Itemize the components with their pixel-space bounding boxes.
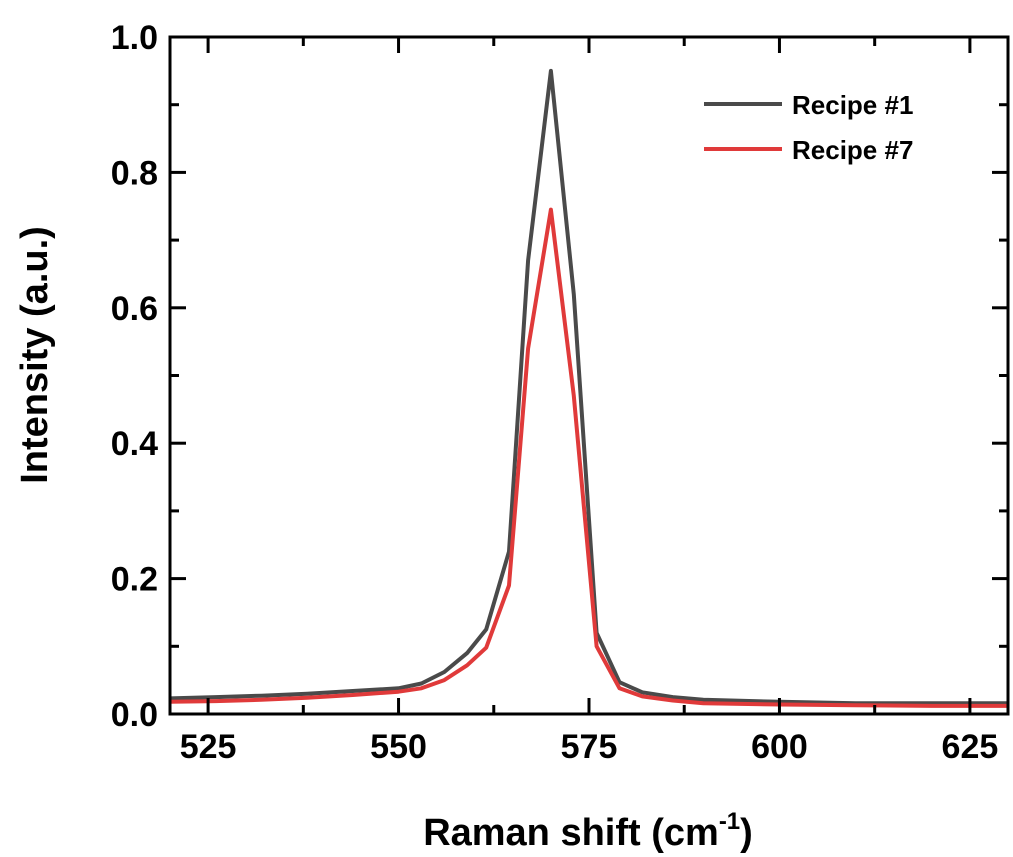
legend-label-1: Recipe #1 (792, 90, 913, 120)
y-tick-label: 1.0 (111, 19, 158, 57)
y-tick-label: 0.4 (111, 425, 158, 463)
series-line-1 (169, 68, 1008, 706)
plot-lines (169, 68, 1008, 708)
legend-label-2: Recipe #7 (792, 135, 913, 165)
y-tick-label: 0.6 (111, 290, 158, 328)
x-tick-label: 550 (370, 728, 427, 766)
x-axis-title: Raman shift (cm-1) (423, 808, 753, 854)
series-line-2 (169, 207, 1008, 708)
x-tick-label: 625 (942, 728, 999, 766)
x-axis-title-superscript: -1 (719, 808, 740, 835)
y-tick-label: 0.2 (111, 561, 158, 599)
axis-ticks: 525 550 575 600 625 0.0 0.2 0.4 0.6 0.8 1.0 (111, 19, 1008, 766)
y-tick-label: 0.8 (111, 154, 158, 192)
legend: Recipe #1 Recipe #7 (704, 90, 913, 165)
x-tick-label: 525 (180, 728, 237, 766)
y-tick-label: 0.0 (111, 696, 158, 734)
y-axis-title: Intensity (a.u.) (14, 226, 56, 484)
x-axis-title-close: ) (740, 812, 753, 854)
x-tick-label: 600 (751, 728, 808, 766)
x-axis-title-main: Raman shift (cm (423, 812, 719, 854)
x-tick-label: 575 (561, 728, 618, 766)
